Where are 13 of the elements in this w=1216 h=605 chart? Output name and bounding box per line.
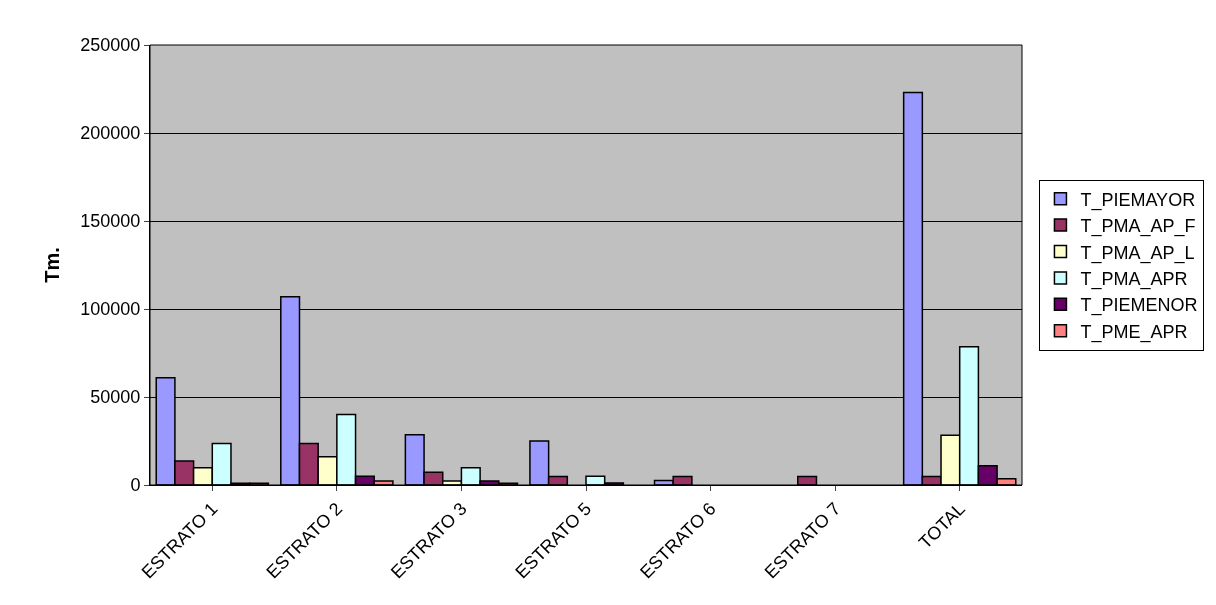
legend-label: T_PIEMENOR	[1080, 295, 1198, 317]
y-tick-label: 50000	[90, 387, 141, 408]
y-tick-label: 100000	[80, 299, 141, 320]
legend-label: T_PMA_AP_L	[1080, 242, 1195, 264]
legend-label: T_PIEMAYOR	[1080, 189, 1196, 211]
y-tick-label: 0	[130, 475, 141, 496]
y-axis-title: Tm.	[40, 247, 63, 283]
legend-label: T_PME_APR	[1080, 321, 1188, 343]
y-tick-label: 200000	[80, 123, 141, 144]
y-tick-label: 250000	[80, 35, 141, 56]
y-tick-label: 150000	[80, 211, 141, 232]
legend-label: T_PMA_APR	[1080, 268, 1188, 290]
legend-label: T_PMA_AP_F	[1080, 216, 1196, 238]
